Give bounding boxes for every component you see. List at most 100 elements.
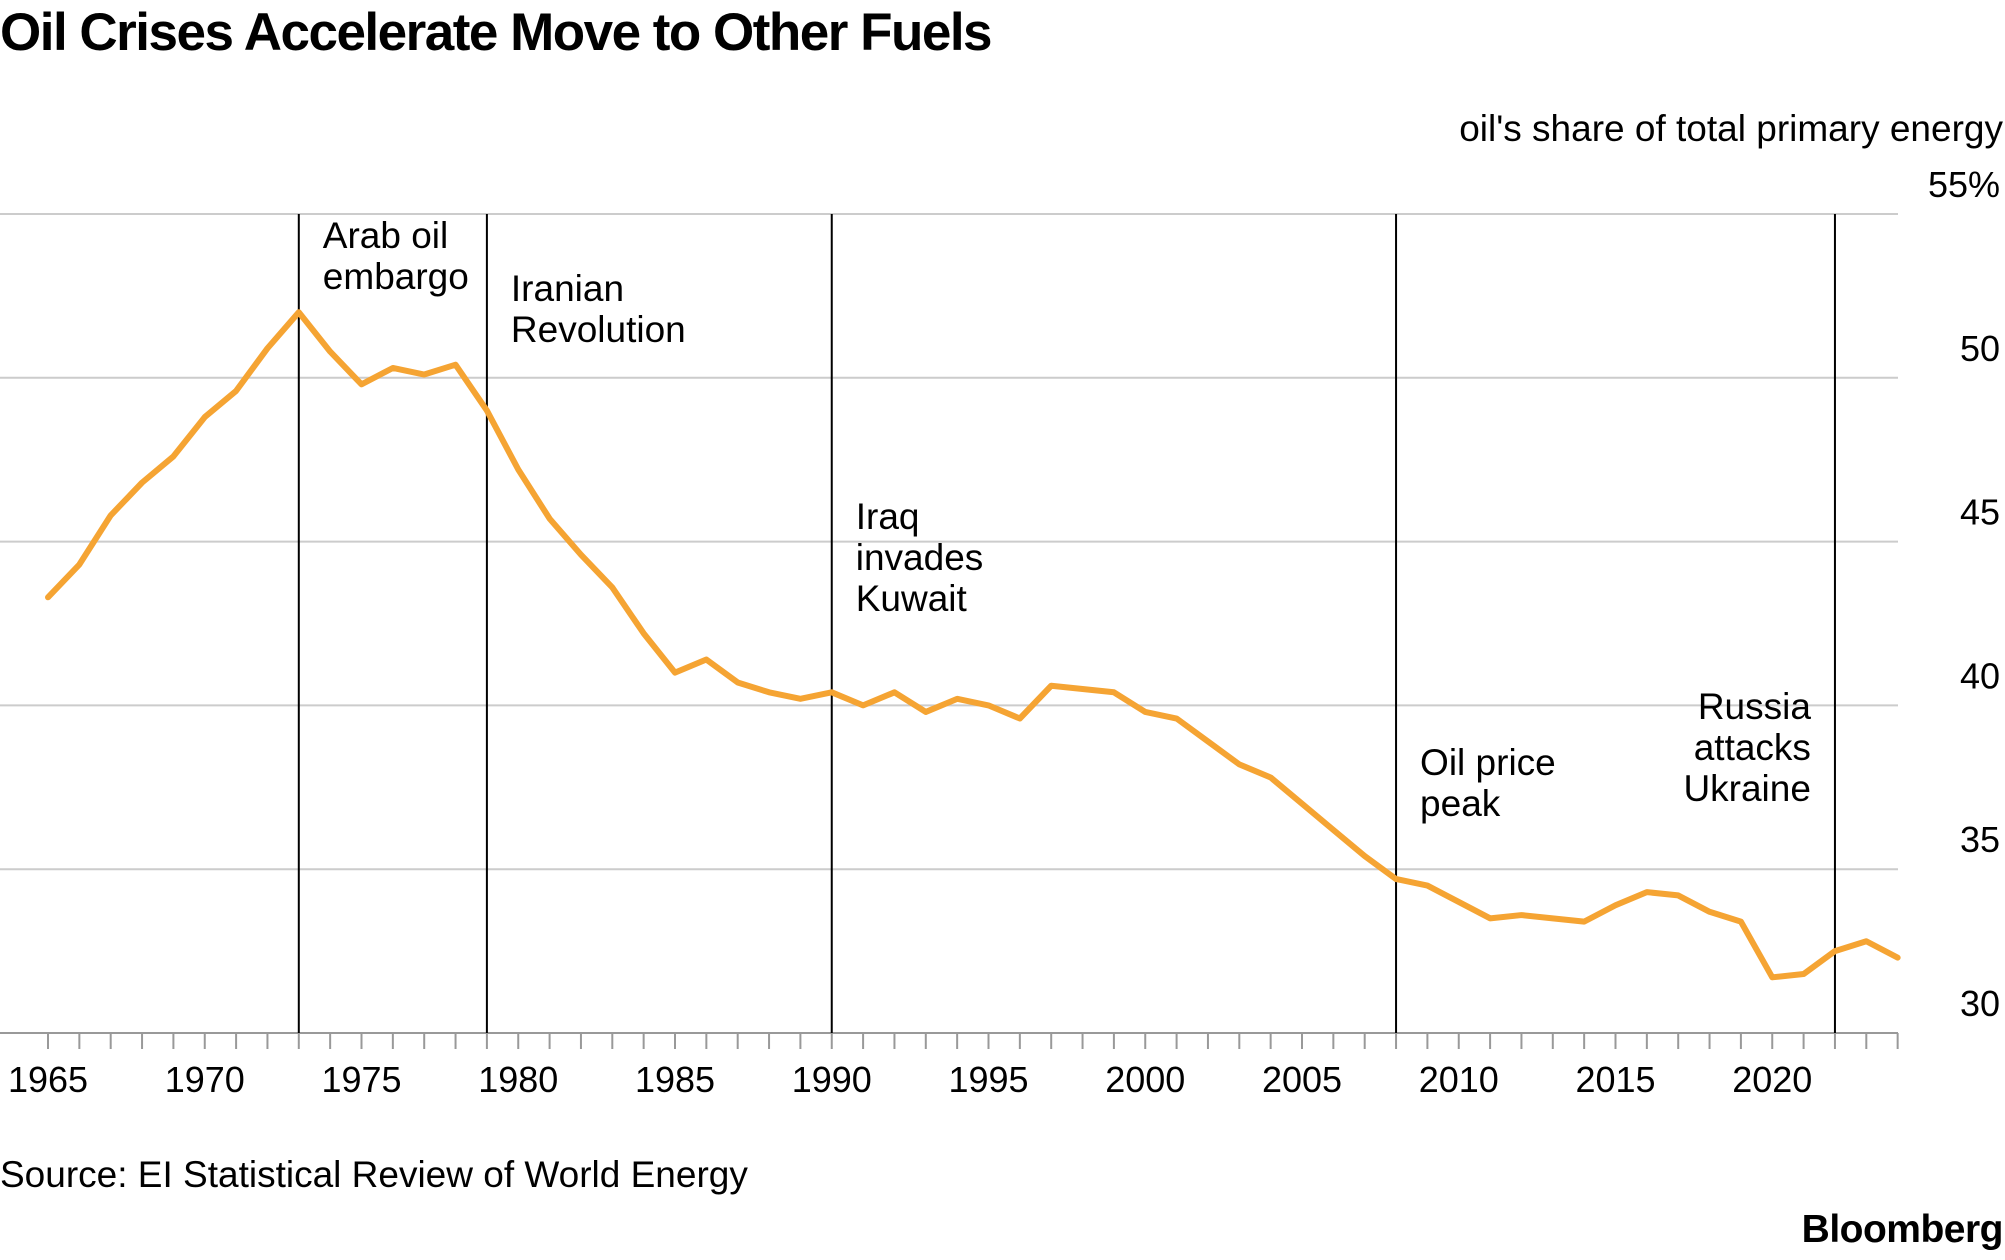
event-label-line: Iraq	[856, 496, 920, 537]
data-point-2023	[1864, 939, 1868, 943]
event-label-line: Arab oil	[323, 215, 448, 256]
data-point-1966	[77, 563, 81, 567]
event-label-line: Russia	[1698, 686, 1812, 727]
data-point-2019	[1739, 920, 1743, 924]
data-point-2013	[1551, 916, 1555, 920]
data-point-1967	[109, 513, 113, 517]
data-point-1977	[422, 373, 426, 377]
data-point-1972	[265, 346, 269, 350]
x-tick-label-2000: 2000	[1105, 1059, 1185, 1100]
x-tick-label-1980: 1980	[478, 1059, 558, 1100]
data-point-1989	[798, 697, 802, 701]
data-point-2016	[1645, 890, 1649, 894]
data-point-1993	[924, 710, 928, 714]
data-point-1999	[1112, 690, 1116, 694]
data-point-1985	[673, 671, 677, 675]
data-point-2011	[1488, 916, 1492, 920]
chart-title: Oil Crises Accelerate Move to Other Fuel…	[0, 3, 993, 62]
data-point-2024	[1896, 956, 1900, 960]
x-tick-label-1985: 1985	[635, 1059, 715, 1100]
data-point-1969	[171, 454, 175, 458]
x-tick-label-2015: 2015	[1575, 1059, 1655, 1100]
event-label-line: Oil price	[1420, 742, 1556, 783]
x-tick-label-1970: 1970	[165, 1059, 245, 1100]
data-point-2005	[1300, 802, 1304, 806]
data-point-2003	[1237, 762, 1241, 766]
event-label-2008: Oil price peak	[1420, 742, 1556, 824]
data-point-1986	[704, 658, 708, 662]
data-point-2000	[1143, 710, 1147, 714]
data-point-2021	[1802, 972, 1806, 976]
y-tick-label-45: 45	[1960, 492, 2000, 533]
x-tick-label-2005: 2005	[1262, 1059, 1342, 1100]
event-label-1990: Iraq invades Kuwait	[856, 496, 984, 619]
data-point-2022	[1833, 949, 1837, 953]
data-point-2007	[1363, 854, 1367, 858]
event-label-2022: Russia attacks Ukraine	[1683, 686, 1811, 809]
data-series	[45, 309, 1901, 981]
data-point-1970	[203, 415, 207, 419]
data-point-2015	[1614, 903, 1617, 907]
event-label-1973: Arab oil embargo	[323, 215, 469, 297]
y-tick-label-30: 30	[1960, 983, 2000, 1024]
event-label-line: Revolution	[511, 309, 686, 350]
event-label-1979: Iranian Revolution	[511, 268, 686, 350]
data-point-1997	[1049, 684, 1053, 688]
data-point-2018	[1708, 910, 1712, 914]
data-point-1971	[234, 389, 238, 393]
data-point-1998	[1081, 687, 1085, 691]
data-point-2008	[1394, 877, 1398, 881]
x-tick-label-2020: 2020	[1732, 1059, 1812, 1100]
data-point-1992	[892, 690, 896, 694]
data-point-1996	[1018, 717, 1022, 721]
source-note: Source: EI Statistical Review of World E…	[0, 1154, 748, 1195]
data-point-1983	[610, 585, 614, 589]
y-tick-label-50: 50	[1960, 328, 2000, 369]
y-tick-label-35: 35	[1960, 819, 2000, 860]
event-label-line: attacks	[1694, 727, 1811, 768]
data-point-1991	[861, 703, 865, 707]
gridlines	[0, 213, 1898, 1034]
data-point-1973	[297, 310, 301, 314]
event-label-line: Kuwait	[856, 578, 968, 619]
data-point-1979	[485, 409, 489, 413]
x-tick-label-1975: 1975	[321, 1059, 401, 1100]
data-point-1995	[987, 703, 990, 707]
event-label-line: Iranian	[511, 268, 624, 309]
data-point-1987	[736, 680, 740, 684]
data-point-1981	[548, 517, 552, 521]
bloomberg-logo: Bloomberg	[1801, 1208, 2004, 1251]
data-point-1968	[140, 481, 144, 485]
data-point-2006	[1331, 828, 1335, 832]
data-point-2014	[1582, 920, 1586, 924]
data-point-1994	[955, 697, 959, 701]
data-point-2001	[1175, 717, 1179, 721]
data-point-2004	[1269, 775, 1273, 779]
x-tick-label-1995: 1995	[948, 1059, 1028, 1100]
data-point-1990	[830, 690, 834, 694]
y-axis-label: oil's share of total primary energy	[1459, 108, 2003, 149]
x-tick-label-1965: 1965	[8, 1059, 88, 1100]
data-point-2012	[1519, 913, 1523, 917]
data-point-1982	[579, 553, 583, 557]
event-markers: Arab oil embargo Iranian Revolution Iraq inva…	[297, 214, 1836, 1033]
y-tick-label-55: 55%	[1928, 164, 2000, 205]
data-point-1976	[391, 366, 395, 370]
data-point-1974	[328, 350, 332, 354]
data-point-2020	[1770, 975, 1774, 979]
data-point-2010	[1457, 900, 1461, 904]
data-point-1984	[642, 631, 646, 635]
x-tick-label-2010: 2010	[1419, 1059, 1499, 1100]
y-tick-label-40: 40	[1960, 655, 2000, 696]
series-line-0	[45, 309, 1901, 981]
data-point-1978	[454, 363, 458, 367]
event-label-line: Ukraine	[1683, 768, 1811, 809]
event-label-line: peak	[1420, 783, 1501, 824]
axes: 30 35 40 45 50 55% 1965 1970 1975 1980 1985 1990 199…	[8, 164, 2000, 1100]
data-point-1980	[516, 468, 520, 472]
data-point-1975	[360, 382, 363, 386]
data-point-2002	[1206, 739, 1210, 743]
data-point-2009	[1425, 884, 1429, 888]
data-point-1988	[767, 690, 771, 694]
